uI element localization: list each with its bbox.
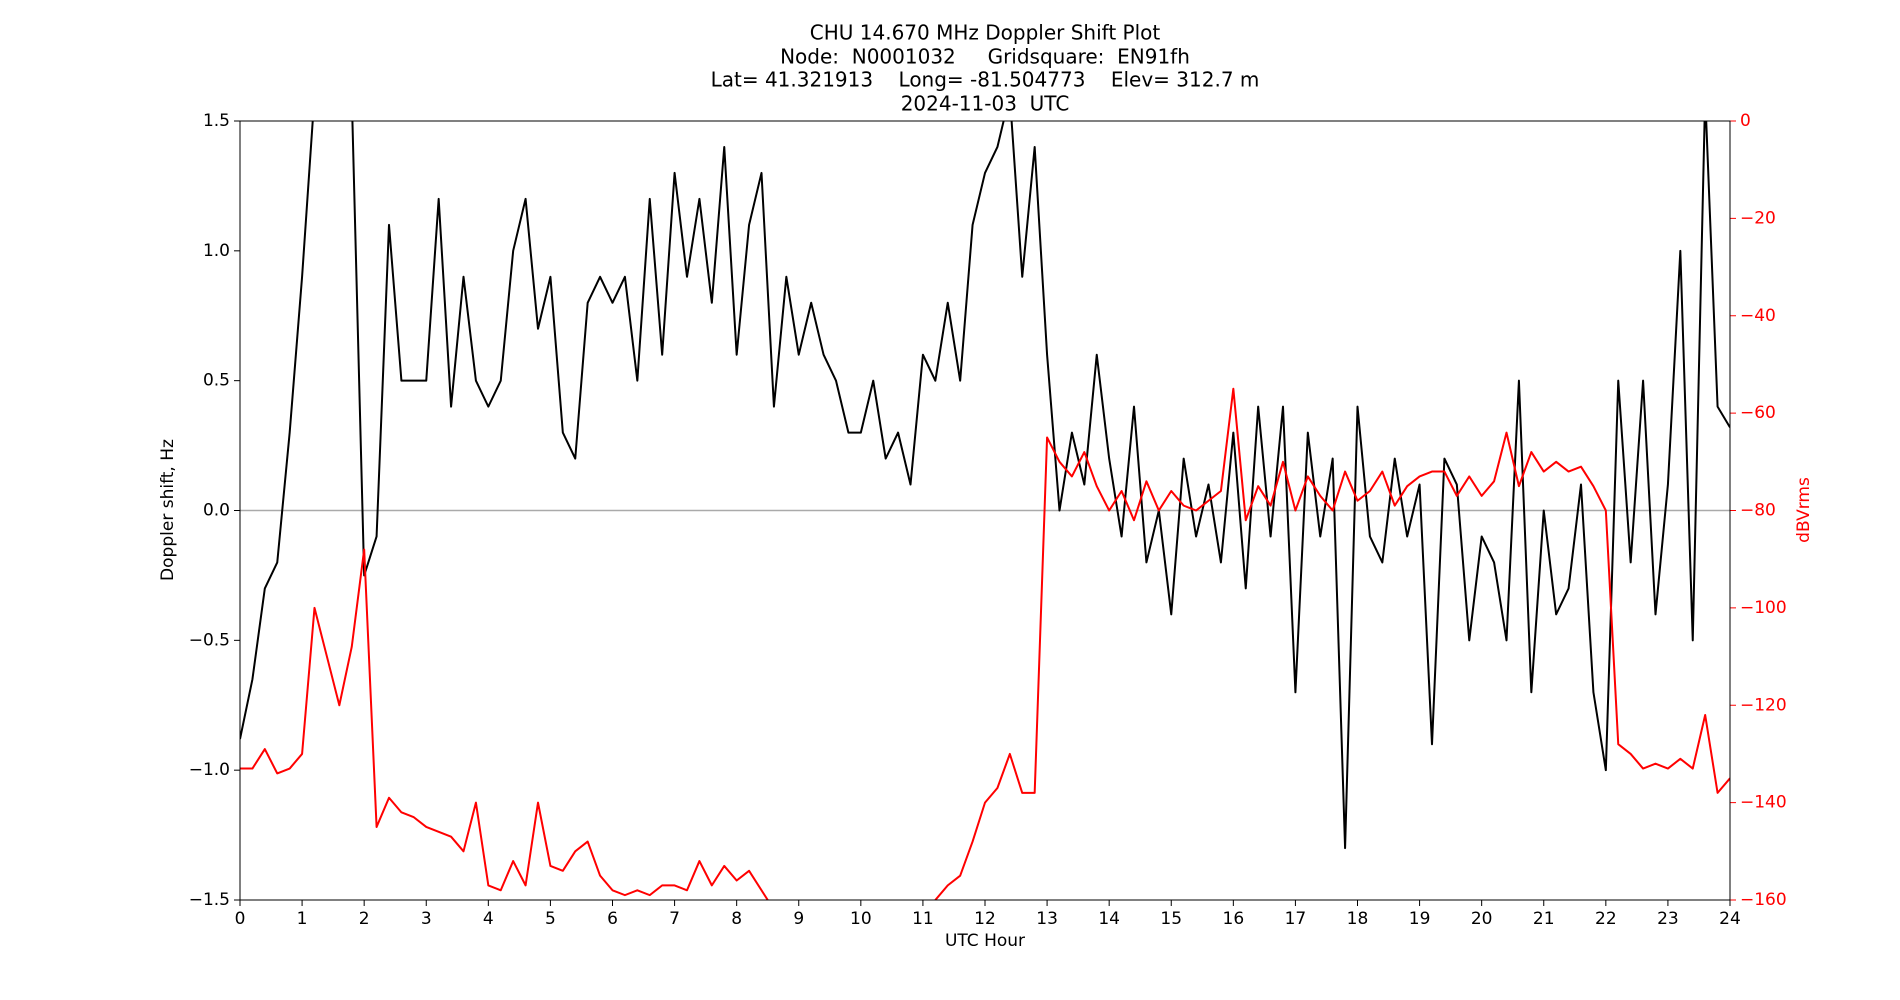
x-tick-label: 22 [1595,909,1617,929]
x-tick-label: 24 [1719,909,1741,929]
x-axis-label: UTC Hour [945,931,1025,951]
x-tick-label: 6 [607,909,618,929]
x-tick-label: 16 [1223,909,1245,929]
y2-axis-label: dBVrms [1794,477,1814,543]
series-line [240,121,1730,850]
x-tick-label: 7 [669,909,680,929]
y2-tick-label: −120 [1740,695,1787,715]
y-tick-label: −1.0 [189,760,230,780]
y-tick-label: −0.5 [189,630,230,650]
chart-title: Node: N0001032 Gridsquare: EN91fh [780,45,1190,69]
x-tick-label: 10 [850,909,872,929]
y2-tick-label: −160 [1740,890,1787,910]
chart-title: Lat= 41.321913 Long= -81.504773 Elev= 31… [711,68,1260,92]
chart-title: 2024-11-03 UTC [901,92,1070,116]
y2-tick-label: −60 [1740,403,1776,423]
x-tick-label: 4 [483,909,494,929]
x-tick-label: 1 [297,909,308,929]
y-tick-label: 0.5 [203,371,230,391]
y-tick-label: 1.5 [203,111,230,131]
plot-area [240,121,1730,900]
x-tick-label: 23 [1657,909,1679,929]
y-tick-label: −1.5 [189,890,230,910]
y2-tick-label: −100 [1740,598,1787,618]
y-tick-label: 0.0 [203,501,230,521]
x-tick-label: 11 [912,909,934,929]
x-tick-label: 15 [1160,909,1182,929]
chart-title: CHU 14.670 MHz Doppler Shift Plot [810,21,1161,45]
x-tick-label: 12 [974,909,996,929]
x-tick-label: 9 [793,909,804,929]
x-tick-label: 0 [235,909,246,929]
plot-frame [239,120,1731,901]
series-line [240,387,1730,900]
x-tick-label: 21 [1533,909,1555,929]
x-tick-label: 5 [545,909,556,929]
x-tick-label: 14 [1098,909,1120,929]
x-tick-label: 8 [731,909,742,929]
x-tick-label: 18 [1347,909,1369,929]
x-tick-label: 2 [359,909,370,929]
y2-tick-label: −40 [1740,306,1776,326]
y2-tick-label: −20 [1740,208,1776,228]
y-axis-label: Doppler shift, Hz [158,439,178,581]
y2-tick-label: 0 [1740,111,1751,131]
x-tick-label: 20 [1471,909,1493,929]
x-tick-label: 13 [1036,909,1058,929]
x-tick-label: 19 [1409,909,1431,929]
x-tick-label: 17 [1285,909,1307,929]
y-tick-label: 1.0 [203,241,230,261]
x-tick-label: 3 [421,909,432,929]
y2-tick-label: −80 [1740,501,1776,521]
y2-tick-label: −140 [1740,793,1787,813]
